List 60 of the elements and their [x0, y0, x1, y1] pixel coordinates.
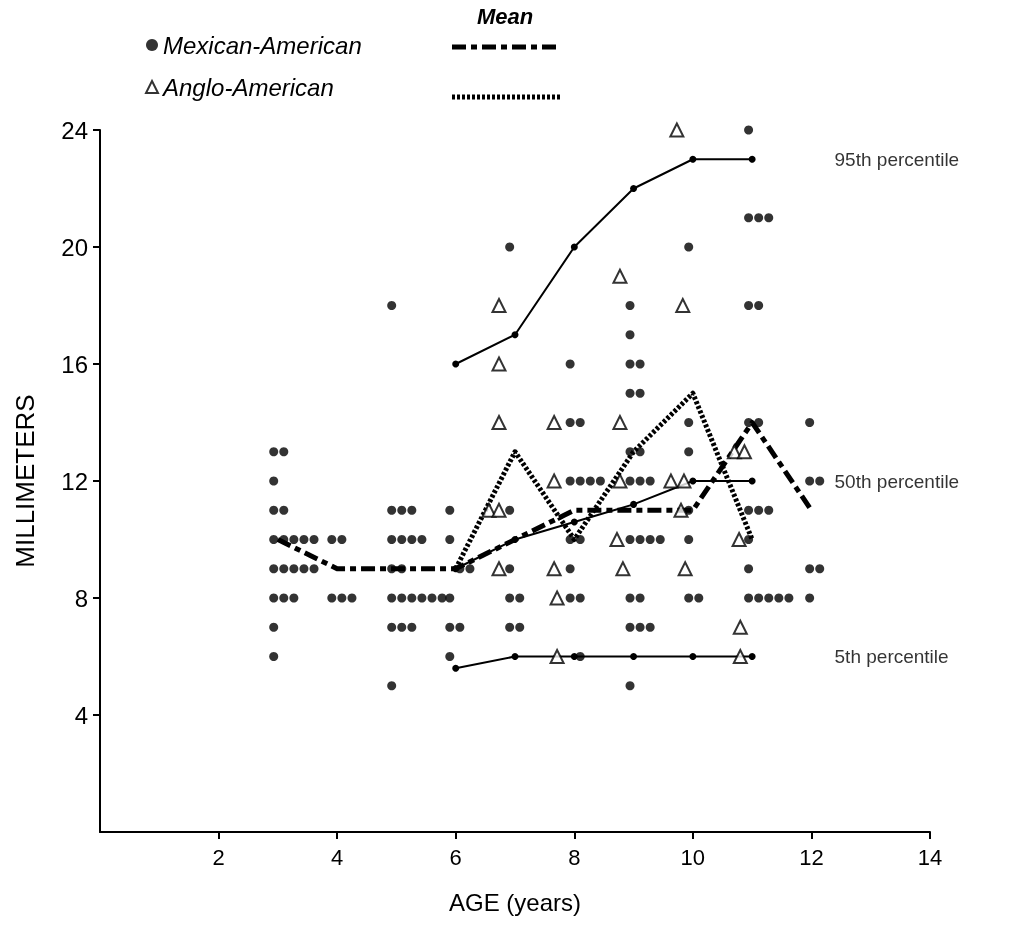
x-tick-label: 8: [568, 844, 581, 870]
point: [491, 502, 507, 518]
x-tick-label: 10: [680, 844, 706, 870]
y-tick-label: 12: [61, 467, 88, 495]
x-tick-label: 12: [799, 844, 824, 870]
point: [546, 561, 562, 577]
point: [491, 415, 507, 430]
legend-label: Anglo-American: [161, 73, 334, 101]
point: [669, 122, 685, 138]
point: [675, 298, 691, 313]
point: [732, 619, 748, 635]
point: [549, 649, 565, 664]
point: [689, 653, 697, 660]
point: [491, 356, 507, 372]
point: [570, 518, 578, 526]
annotation: 5th percentile: [834, 646, 949, 667]
point: [630, 185, 638, 192]
point: [546, 473, 562, 489]
y-tick-label: 20: [61, 233, 88, 261]
x-tick-label: 4: [331, 844, 344, 870]
point: [689, 155, 697, 163]
annotation: 95th percentile: [834, 148, 960, 170]
point: [663, 473, 679, 489]
point: [612, 268, 628, 284]
point: [511, 331, 519, 339]
y-tick-label: 24: [61, 116, 88, 144]
point: [748, 155, 756, 163]
point: [452, 664, 460, 672]
point: [549, 590, 565, 606]
point: [481, 502, 497, 518]
point: [511, 653, 519, 660]
legend-title: Mean: [476, 4, 534, 29]
annotation: 50th percentile: [834, 470, 960, 492]
x-tick-label: 14: [917, 844, 943, 870]
y-tick-label: 4: [74, 701, 88, 729]
point: [612, 473, 628, 489]
point: [630, 500, 638, 508]
point: [731, 532, 747, 547]
x-tick-label: 2: [212, 844, 225, 870]
point: [511, 536, 519, 543]
y-tick-label: 16: [61, 350, 88, 378]
point: [491, 561, 507, 577]
point: [612, 415, 628, 430]
x-tick-label: 6: [449, 844, 462, 870]
point: [676, 473, 692, 489]
point: [452, 360, 460, 368]
point: [736, 444, 752, 460]
point: [546, 415, 562, 430]
point: [748, 653, 756, 660]
point: [615, 561, 631, 577]
legend-label: Mexican-American: [163, 31, 362, 59]
point: [609, 532, 625, 547]
point: [732, 649, 748, 664]
point: [570, 243, 578, 251]
point: [630, 653, 638, 660]
y-tick-label: 8: [74, 584, 88, 612]
x-axis-title: AGE (years): [448, 888, 582, 916]
point: [491, 298, 507, 313]
point: [677, 561, 693, 577]
y-axis-title: MILLIMETERS: [10, 394, 40, 568]
